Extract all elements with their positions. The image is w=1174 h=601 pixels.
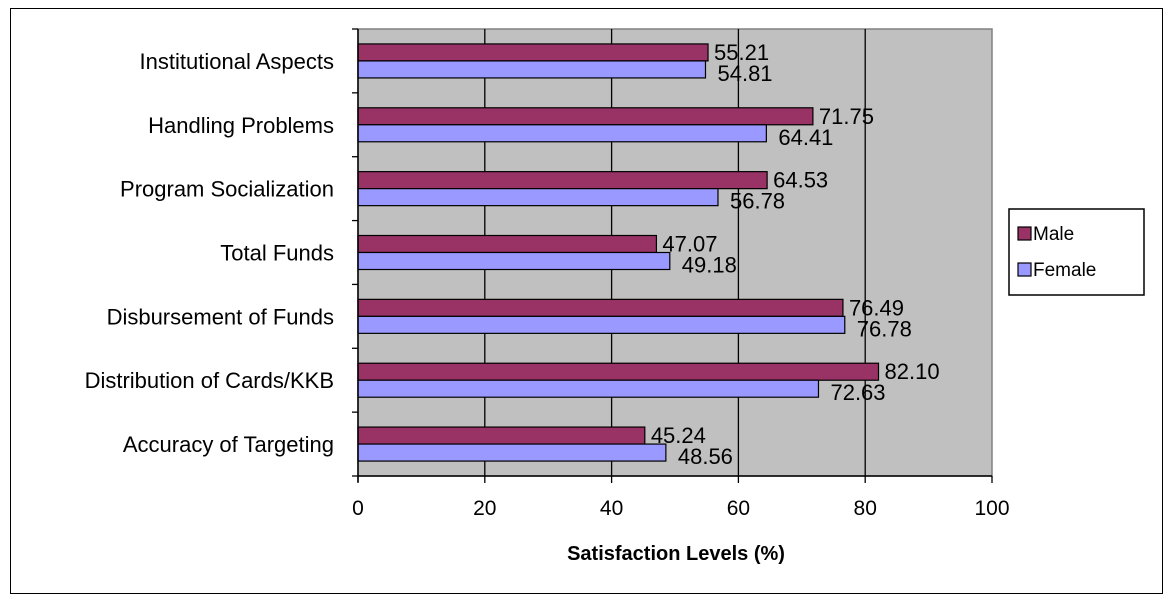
x-axis-title: Satisfaction Levels (%) [567, 543, 785, 565]
bar-male [357, 426, 646, 445]
bar-male [357, 107, 814, 126]
category-label: Accuracy of Targeting [123, 432, 334, 457]
bar-male [357, 171, 768, 190]
bar-female [357, 443, 667, 462]
data-label: 48.56 [678, 444, 733, 469]
bar-female [357, 379, 820, 398]
data-label: 49.18 [682, 253, 737, 278]
bar-female [357, 124, 767, 143]
data-label: 76.49 [849, 295, 904, 320]
x-tick-label: 100 [974, 497, 1009, 520]
category-label: Program Socialization [120, 177, 334, 202]
bar-female [357, 251, 671, 271]
data-label: 56.78 [730, 189, 785, 214]
bar-female [357, 315, 846, 334]
x-tick-label: 40 [600, 497, 623, 520]
x-tick-label: 80 [854, 497, 877, 520]
data-label: 47.07 [662, 232, 717, 257]
bar-female [357, 188, 719, 207]
bar-male [357, 298, 844, 317]
legend-label-male: Male [1033, 224, 1074, 245]
category-label: Handling Problems [148, 113, 334, 138]
legend-swatch-female [1017, 262, 1032, 277]
x-tick-label: 20 [473, 497, 496, 520]
bar-female [357, 60, 707, 79]
data-label: 82.10 [885, 359, 940, 384]
data-label: 55.21 [714, 40, 769, 65]
data-label: 45.24 [651, 423, 706, 448]
data-label: 64.53 [773, 168, 828, 193]
legend-label-female: Female [1033, 260, 1096, 281]
x-tick-label: 60 [727, 497, 750, 520]
category-label: Disbursement of Funds [107, 304, 334, 329]
bar-male [357, 43, 709, 62]
category-label: Distribution of Cards/KKB [85, 368, 334, 393]
bar-male [357, 234, 658, 254]
bar-male [357, 362, 880, 381]
category-label: Institutional Aspects [140, 49, 334, 74]
data-label: 76.78 [857, 316, 912, 341]
legend-swatch-male [1017, 226, 1032, 241]
data-label: 64.41 [778, 125, 833, 150]
category-label: Total Funds [220, 241, 334, 266]
data-label: 72.63 [830, 380, 885, 405]
data-label: 54.81 [717, 61, 772, 86]
data-label: 71.75 [819, 104, 874, 129]
x-tick-label: 0 [352, 497, 364, 520]
legend-box [1008, 208, 1145, 296]
